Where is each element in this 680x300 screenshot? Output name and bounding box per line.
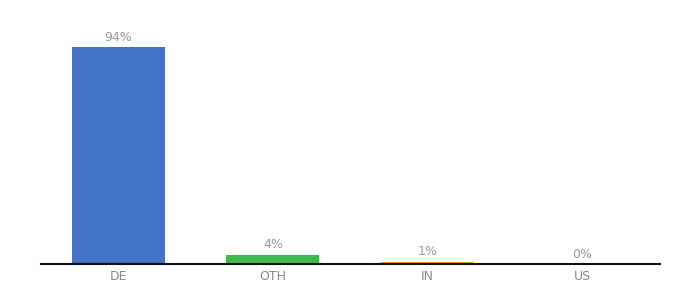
- Text: 1%: 1%: [418, 245, 437, 258]
- Text: 94%: 94%: [104, 31, 132, 44]
- Bar: [381, 262, 474, 264]
- Text: 4%: 4%: [263, 238, 283, 251]
- Text: 0%: 0%: [573, 248, 592, 260]
- Bar: [226, 255, 320, 264]
- Bar: [72, 47, 165, 264]
